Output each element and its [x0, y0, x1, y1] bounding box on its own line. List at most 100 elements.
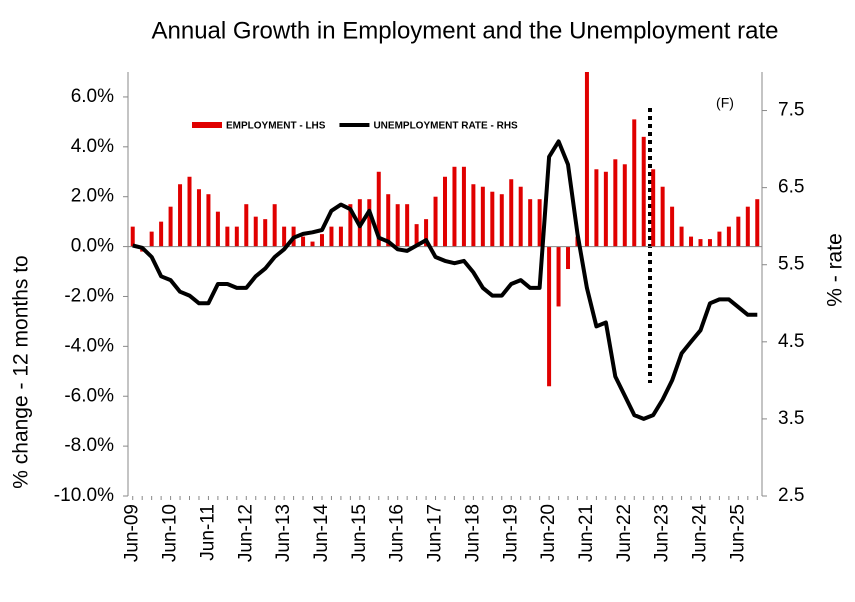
bar — [622, 164, 627, 247]
legend-label: UNEMPLOYMENT RATE - RHS — [373, 121, 518, 132]
x-tick-label: Jun-23 — [652, 504, 673, 562]
bar — [499, 194, 504, 247]
bar — [603, 171, 608, 247]
bar — [395, 204, 400, 247]
bar — [717, 231, 722, 247]
bar — [584, 72, 589, 247]
y-tick-label: -10.0% — [54, 485, 114, 506]
x-tick-label: Jun-15 — [349, 504, 370, 562]
bar — [679, 226, 684, 247]
bar — [461, 166, 466, 247]
bar — [196, 189, 201, 247]
bar — [670, 206, 675, 247]
bar — [159, 221, 164, 247]
y2-tick-label: 3.5 — [778, 408, 804, 429]
bar — [424, 219, 429, 247]
bar — [490, 191, 495, 247]
bar — [556, 246, 561, 307]
x-tick-label: Jun-22 — [614, 504, 635, 562]
y2-tick-label: 6.5 — [778, 177, 804, 198]
y-tick-label: 6.0% — [71, 86, 114, 107]
bar — [225, 226, 230, 247]
bar — [130, 226, 135, 247]
x-tick-label: Jun-12 — [235, 504, 256, 562]
y-tick-label: 4.0% — [71, 136, 114, 157]
bar — [528, 199, 533, 247]
y-tick-label: -4.0% — [64, 335, 114, 356]
bar — [253, 216, 258, 247]
bar — [310, 241, 315, 247]
x-tick-label: Jun-17 — [425, 504, 446, 562]
bar — [263, 219, 268, 247]
x-tick-label: Jun-20 — [538, 504, 559, 562]
bar — [745, 206, 750, 247]
bar — [301, 236, 306, 247]
y-tick-label: -6.0% — [64, 385, 114, 406]
bar — [689, 236, 694, 247]
bar — [178, 184, 183, 247]
bar — [376, 171, 381, 247]
bar — [367, 199, 372, 247]
y-axis-label: % change - 12 months to — [10, 255, 33, 488]
bar — [282, 226, 287, 247]
forecast-annotation: (F) — [716, 95, 734, 111]
x-tick-label: Jun-13 — [273, 504, 294, 562]
y-tick-label: 0.0% — [71, 236, 114, 257]
bar — [632, 119, 637, 247]
legend-swatch — [192, 122, 222, 128]
x-tick-label: Jun-16 — [387, 504, 408, 562]
bar — [329, 226, 334, 247]
bar — [651, 169, 656, 247]
bar — [405, 204, 410, 247]
bar — [244, 204, 249, 247]
bar — [348, 204, 353, 247]
bar — [215, 211, 220, 247]
y2-tick-label: 2.5 — [778, 485, 804, 506]
bars — [130, 72, 760, 387]
bar — [537, 199, 542, 247]
chart-title: Annual Growth in Employment and the Unem… — [152, 17, 779, 44]
bar — [480, 186, 485, 247]
bar — [594, 169, 599, 247]
y-tick-label: -8.0% — [64, 435, 114, 456]
bar — [613, 159, 618, 247]
x-tick-label: Jun-19 — [500, 504, 521, 562]
bar — [319, 234, 324, 247]
y-tick-label: -2.0% — [64, 285, 114, 306]
y2-tick-label: 7.5 — [778, 100, 804, 121]
x-tick-label: Jun-18 — [462, 504, 483, 562]
bar — [547, 246, 552, 387]
bar — [518, 186, 523, 247]
bar — [187, 176, 192, 247]
bar — [272, 204, 277, 247]
bar — [698, 239, 703, 247]
y2-tick-label: 4.5 — [778, 331, 804, 352]
bar — [338, 226, 343, 247]
bar — [149, 231, 154, 247]
bar — [641, 136, 646, 247]
x-tick-label: Jun-14 — [311, 504, 332, 563]
bar — [509, 179, 514, 247]
x-tick-label: Jun-25 — [727, 504, 748, 562]
x-tick-label: Jun-11 — [197, 504, 218, 561]
legend-label: EMPLOYMENT - LHS — [226, 121, 326, 132]
bar — [755, 199, 760, 247]
line — [132, 139, 758, 421]
bar — [736, 216, 741, 247]
bar — [726, 226, 731, 247]
x-tick-label: Jun-09 — [122, 504, 143, 562]
x-tick-label: Jun-10 — [160, 504, 181, 562]
bar — [414, 224, 419, 247]
y2-axis-label: % - rate — [824, 233, 847, 307]
bar — [234, 226, 239, 247]
bar — [566, 246, 571, 270]
x-tick-label: Jun-21 — [576, 504, 597, 562]
bar — [206, 194, 211, 247]
bar — [386, 194, 391, 247]
bar — [452, 166, 457, 247]
y2-tick-label: 5.5 — [778, 254, 804, 275]
bar — [660, 186, 665, 247]
bar — [443, 176, 447, 247]
bar — [707, 239, 712, 247]
